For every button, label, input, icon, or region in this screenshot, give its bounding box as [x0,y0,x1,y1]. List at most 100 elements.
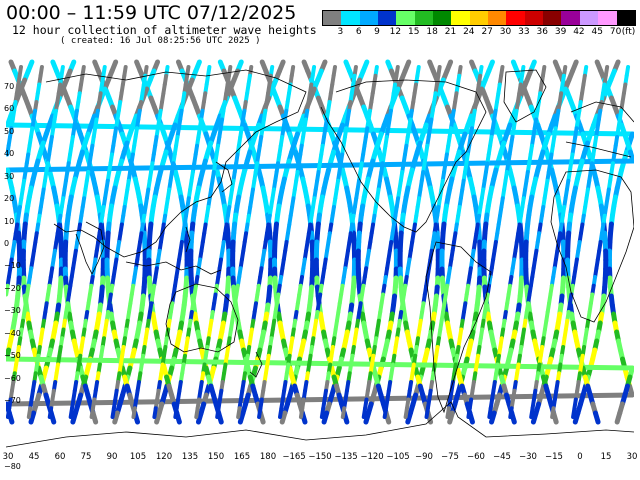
wave-height-map [6,59,634,448]
map-subtitle: 12 hour collection of altimeter wave hei… [12,23,317,37]
latitude-tick-label: 10 [4,216,15,226]
track-segment [403,406,409,419]
legend-label: 12 [389,27,402,37]
latitude-tick-label: 70 [4,82,15,91]
longitude-tick-label: −105 [386,452,410,462]
track-segment [28,410,37,425]
new-zealand-coast [249,351,263,378]
legend-label: 42 [573,27,585,37]
track-segment [26,406,33,419]
longitude-tick-label: −135 [334,452,358,462]
longitude-tick-label: 180 [259,452,277,462]
legend-swatch [323,11,342,25]
track-segment [319,406,326,419]
track-segment [614,410,623,425]
track-segment [89,406,95,419]
legend-label: 3 [337,27,344,37]
south-america-coast [425,241,492,414]
track-segment [154,410,162,425]
track-segment [236,406,242,419]
altimeter-tracks [6,59,634,425]
asia-north-coast [45,69,307,258]
latitude-tick-label: 0 [4,239,10,248]
track-segment [6,406,12,419]
track-segment [6,392,634,407]
track-segment [321,410,330,425]
longitude-tick-label: 0 [577,452,583,462]
latitude-tick-label: −10 [4,261,21,271]
legend-swatch [378,11,397,25]
legend-label: 33 [518,27,530,37]
longitude-tick-label: −30 [519,452,537,462]
legend-label: 21 [444,27,457,37]
longitude-tick-label: 45 [28,452,40,462]
legend-color-bar [322,10,636,26]
track-segment [572,410,581,425]
track-segment [6,356,634,371]
longitude-tick-label: 15 [600,452,612,462]
track-segment [6,122,634,137]
antarctica-coast [6,401,634,448]
longitude-tick-label: 135 [181,452,199,462]
longitude-tick-label: −75 [441,452,459,462]
greenland-coast [503,69,547,123]
track-segment [529,406,535,419]
legend-swatch [598,11,617,25]
legend-swatch [616,11,635,25]
track-segment [70,410,79,425]
longitude-tick-label: 120 [155,452,173,462]
track-segment [195,410,204,425]
japan-coast [215,161,233,193]
legend-swatch [359,11,379,25]
australia-coast [165,283,239,353]
legend-swatch [579,11,599,25]
track-segment [530,410,539,425]
track-segment [445,406,451,419]
longitude-tick-label: 30 [626,452,638,462]
india-coast [75,221,105,275]
africa-coast [550,169,634,323]
track-segment [405,410,413,425]
longitude-tick-label: 90 [106,452,118,462]
track-segment [487,406,493,419]
longitude-tick-label: −60 [467,452,485,462]
track-segment [47,406,54,419]
legend-swatch [396,11,415,25]
longitude-tick-label: 60 [54,452,66,462]
legend-label: 15 [408,27,420,37]
legend-label: 36 [536,27,548,37]
longitude-tick-label: 105 [129,452,147,462]
legend-swatch [469,11,489,25]
latitude-tick-label: 60 [4,104,15,114]
latitude-tick-label: −60 [4,373,21,383]
track-segment [194,406,200,419]
latitude-tick-label: −20 [4,283,21,293]
latitude-tick-label: 50 [4,126,15,136]
latitude-tick-label: 20 [4,194,15,204]
north-america-coast [320,79,487,233]
latitude-tick-label: −40 [4,328,21,338]
indonesia-coast [125,261,222,275]
legend-swatch [341,11,360,25]
legend-swatch [524,11,544,25]
lat-label-bottom: −80 [4,462,21,471]
legend-swatch [561,11,580,25]
track-segment [571,406,577,419]
legend-label: 30 [499,27,512,37]
track-segment [489,410,497,425]
track-segment [279,410,288,425]
track-segment [278,406,284,419]
legend-label: 45 [591,27,604,37]
track-segment [550,406,556,419]
legend-swatch [414,11,434,25]
track-segment [68,406,75,419]
europe-coast [565,101,634,158]
legend-label: 18 [426,27,438,37]
track-segment [6,283,10,297]
latitude-tick-label: −70 [4,396,21,405]
legend-label: 39 [554,27,567,37]
track-segment [110,406,116,419]
latitude-tick-label: 30 [4,171,15,181]
legend-label: 9 [374,27,380,37]
legend-label: 24 [463,27,475,37]
